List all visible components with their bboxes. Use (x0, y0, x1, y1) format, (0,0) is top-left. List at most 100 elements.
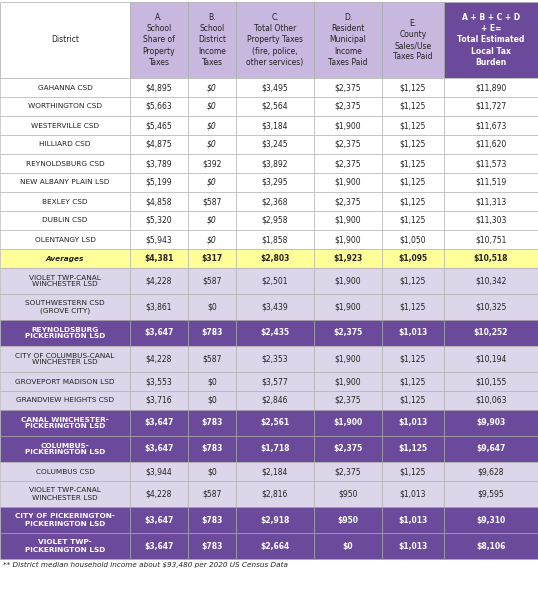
Bar (236, 249, 314, 268)
Bar (314, 410, 382, 436)
Bar (188, 320, 236, 346)
Bar (236, 268, 314, 294)
Bar (130, 346, 188, 372)
Text: $317: $317 (201, 254, 223, 263)
Bar (314, 135, 382, 154)
Text: $950: $950 (337, 515, 358, 524)
Text: $1,013: $1,013 (400, 489, 426, 498)
Text: $5,320: $5,320 (146, 216, 172, 225)
Text: $10,194: $10,194 (475, 355, 507, 364)
Bar (0, 211, 130, 230)
Text: $10,325: $10,325 (475, 303, 507, 312)
Text: $1,900: $1,900 (335, 377, 362, 386)
Bar (444, 294, 538, 320)
Bar (314, 533, 382, 559)
Bar (236, 135, 314, 154)
Text: $2,184: $2,184 (262, 467, 288, 476)
Text: $5,465: $5,465 (146, 121, 172, 130)
Text: $587: $587 (202, 355, 222, 364)
Text: $2,375: $2,375 (335, 467, 362, 476)
Bar (130, 462, 188, 481)
Text: SOUTHWESTERN CSD
(GROVE CITY): SOUTHWESTERN CSD (GROVE CITY) (25, 300, 105, 313)
Bar (130, 533, 188, 559)
Bar (444, 372, 538, 391)
Bar (444, 135, 538, 154)
Bar (130, 173, 188, 192)
Text: $950: $950 (338, 489, 358, 498)
Text: GRANDVIEW HEIGHTS CSD: GRANDVIEW HEIGHTS CSD (16, 397, 114, 403)
Text: $4,895: $4,895 (146, 83, 172, 92)
Bar (314, 346, 382, 372)
Text: $2,353: $2,353 (261, 355, 288, 364)
Bar (188, 436, 236, 462)
Text: B.
School
District
Income
Taxes: B. School District Income Taxes (198, 13, 226, 66)
Bar (236, 230, 314, 249)
Bar (0, 372, 130, 391)
Bar (314, 154, 382, 173)
Text: $783: $783 (201, 515, 223, 524)
Text: $9,595: $9,595 (478, 489, 505, 498)
Text: $3,647: $3,647 (144, 329, 174, 338)
Bar (130, 211, 188, 230)
Text: $10,252: $10,252 (474, 329, 508, 338)
Text: $2,375: $2,375 (335, 140, 362, 149)
Text: D.
Resident
Municipal
Income
Taxes Paid: D. Resident Municipal Income Taxes Paid (328, 13, 368, 66)
Bar (130, 436, 188, 462)
Bar (0, 391, 130, 410)
Bar (236, 346, 314, 372)
Bar (314, 2, 382, 78)
Text: $1,013: $1,013 (398, 515, 428, 524)
Text: $11,673: $11,673 (475, 121, 507, 130)
Bar (130, 507, 188, 533)
Bar (382, 507, 444, 533)
Text: DUBLIN CSD: DUBLIN CSD (43, 217, 88, 223)
Text: COLUMBUS-
PICKERINGTON LSD: COLUMBUS- PICKERINGTON LSD (25, 443, 105, 455)
Text: $1,900: $1,900 (335, 178, 362, 187)
Text: $1,125: $1,125 (400, 396, 426, 405)
Text: $3,647: $3,647 (144, 445, 174, 454)
Text: $3,295: $3,295 (261, 178, 288, 187)
Bar (382, 135, 444, 154)
Bar (314, 97, 382, 116)
Bar (314, 173, 382, 192)
Bar (444, 211, 538, 230)
Text: $4,875: $4,875 (146, 140, 172, 149)
Text: $0: $0 (207, 235, 217, 244)
Text: $11,620: $11,620 (476, 140, 507, 149)
Bar (188, 230, 236, 249)
Text: REYNOLDSBURG
PICKERINGTON LSD: REYNOLDSBURG PICKERINGTON LSD (25, 327, 105, 339)
Bar (444, 230, 538, 249)
Bar (188, 173, 236, 192)
Bar (236, 294, 314, 320)
Text: $2,803: $2,803 (260, 254, 289, 263)
Text: $11,303: $11,303 (475, 216, 507, 225)
Text: $9,647: $9,647 (476, 445, 506, 454)
Bar (444, 78, 538, 97)
Bar (382, 410, 444, 436)
Text: $4,381: $4,381 (144, 254, 174, 263)
Text: $2,846: $2,846 (262, 396, 288, 405)
Text: $0: $0 (207, 83, 217, 92)
Bar (236, 391, 314, 410)
Text: $10,518: $10,518 (474, 254, 508, 263)
Text: $1,125: $1,125 (400, 121, 426, 130)
Text: $11,573: $11,573 (475, 159, 507, 168)
Bar (314, 294, 382, 320)
Text: $3,495: $3,495 (261, 83, 288, 92)
Text: $3,553: $3,553 (146, 377, 172, 386)
Text: $783: $783 (201, 329, 223, 338)
Text: $2,501: $2,501 (262, 277, 288, 286)
Text: $5,943: $5,943 (146, 235, 172, 244)
Bar (444, 97, 538, 116)
Text: $783: $783 (201, 445, 223, 454)
Text: $2,375: $2,375 (335, 396, 362, 405)
Text: BEXLEY CSD: BEXLEY CSD (43, 199, 88, 205)
Bar (236, 211, 314, 230)
Text: $1,900: $1,900 (335, 355, 362, 364)
Bar (0, 249, 130, 268)
Text: $10,751: $10,751 (475, 235, 507, 244)
Bar (382, 97, 444, 116)
Bar (444, 2, 538, 78)
Text: $9,628: $9,628 (478, 467, 504, 476)
Text: $1,125: $1,125 (399, 445, 428, 454)
